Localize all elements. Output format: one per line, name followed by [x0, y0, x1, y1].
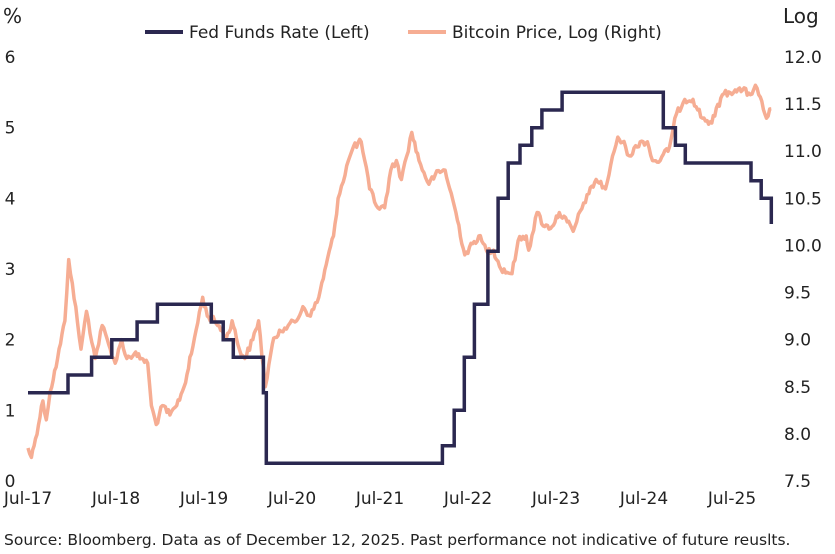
left-axis-unit: %	[3, 4, 22, 28]
left-tick-label: 1	[5, 401, 16, 421]
left-tick-label: 0	[5, 472, 16, 492]
series-bitcoin-price-line	[26, 83, 772, 460]
left-tick-label: 4	[5, 189, 16, 209]
x-tick-label: Jul-18	[91, 489, 140, 509]
left-tick-label: 3	[5, 260, 16, 280]
right-tick-label: 7.5	[784, 472, 811, 492]
left-axis-ticks: 0 1 2 3 4 5 6	[5, 48, 16, 492]
x-tick-label: Jul-17	[3, 489, 52, 509]
right-tick-label: 10.0	[784, 236, 822, 256]
right-axis-ticks: 7.5 8.0 8.5 9.0 9.5 10.0 10.5 11.0 11.5 12.0	[784, 48, 822, 492]
right-tick-label: 9.0	[784, 331, 811, 351]
right-tick-label: 9.5	[784, 284, 811, 304]
x-tick-label: Jul-23	[531, 489, 580, 509]
legend-label-fed: Fed Funds Rate (Left)	[189, 23, 370, 43]
left-tick-label: 2	[5, 331, 16, 351]
left-tick-label: 6	[5, 48, 16, 68]
x-tick-label: Jul-20	[267, 489, 316, 509]
legend: Fed Funds Rate (Left) Bitcoin Price, Log…	[145, 23, 662, 43]
series-fed-funds-rate-line	[28, 90, 774, 466]
x-axis-ticks: Jul-17 Jul-18 Jul-19 Jul-20 Jul-21 Jul-22 Jul-…	[3, 489, 756, 509]
source-note: Source: Bloomberg. Data as of December 1…	[4, 531, 791, 549]
chart: Fed Funds Rate (Left) Bitcoin Price, Log…	[3, 4, 822, 509]
x-tick-label: Jul-22	[443, 489, 492, 509]
right-tick-label: 10.5	[784, 189, 822, 209]
x-tick-label: Jul-25	[707, 489, 756, 509]
right-tick-label: 11.5	[784, 95, 822, 115]
legend-label-btc: Bitcoin Price, Log (Right)	[452, 23, 662, 43]
left-tick-label: 5	[5, 119, 16, 139]
right-tick-label: 8.0	[784, 425, 811, 445]
right-axis-unit: Log	[783, 4, 819, 28]
right-tick-label: 8.5	[784, 378, 811, 398]
right-tick-label: 11.0	[784, 142, 822, 162]
x-tick-label: Jul-21	[355, 489, 404, 509]
right-tick-label: 12.0	[784, 48, 822, 68]
x-tick-label: Jul-24	[619, 489, 668, 509]
x-tick-label: Jul-19	[179, 489, 228, 509]
